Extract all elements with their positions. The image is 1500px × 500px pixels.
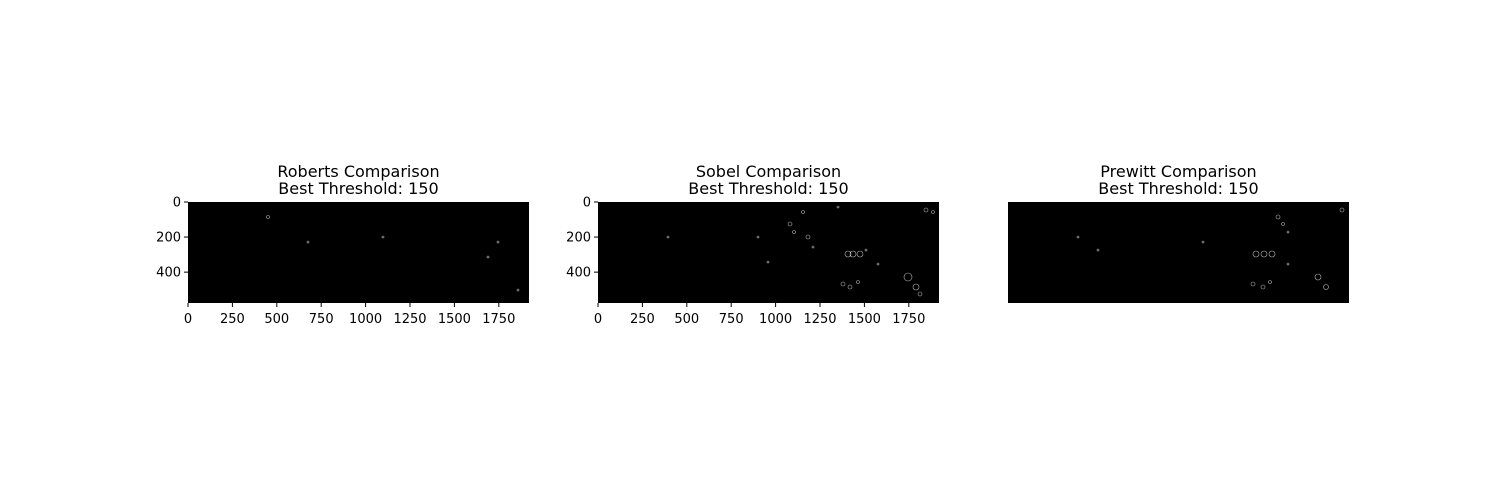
y-tick-label: 400 xyxy=(156,266,181,281)
x-tick-label: 750 xyxy=(719,312,744,327)
prewitt-title-line2: Best Threshold: 150 xyxy=(1098,179,1258,198)
y-tick-label: 400 xyxy=(566,266,591,281)
edge-pixel xyxy=(792,230,796,234)
x-tick-label: 250 xyxy=(630,312,655,327)
sobel-edge-image xyxy=(598,202,939,303)
edge-pixel xyxy=(666,235,670,239)
x-tick-label: 1000 xyxy=(349,312,382,327)
panel-prewitt: Prewitt Comparison Best Threshold: 150 xyxy=(1008,162,1349,303)
edge-pixel xyxy=(1339,207,1345,213)
prewitt-edge-pixels xyxy=(1076,207,1345,290)
x-tick-label: 1000 xyxy=(759,312,792,327)
x-tick-label: 750 xyxy=(309,312,334,327)
roberts-edge-image xyxy=(188,202,529,303)
edge-pixel xyxy=(864,248,868,252)
edge-pixel xyxy=(1286,230,1290,234)
y-tick-label: 0 xyxy=(583,196,591,211)
edge-pixel xyxy=(1286,262,1290,266)
x-tick-label: 1750 xyxy=(482,312,515,327)
roberts-edge-pixels xyxy=(266,215,520,292)
sobel-ticks: 0 250 500 750 1000 1250 1500 1750 0 200 400 xyxy=(566,196,925,328)
edge-pixel xyxy=(847,284,853,290)
edge-pixel xyxy=(912,283,920,291)
edge-pixel xyxy=(1275,214,1281,220)
edge-pixel xyxy=(805,234,811,240)
roberts-title-line1: Roberts Comparison xyxy=(277,162,439,181)
panel-sobel: Sobel Comparison Best Threshold: 150 0 25… xyxy=(566,162,939,327)
edge-pixel xyxy=(1314,273,1322,281)
edge-pixel xyxy=(1268,280,1272,284)
x-tick-label: 500 xyxy=(264,312,289,327)
edge-pixel xyxy=(836,205,840,209)
edge-pixel xyxy=(844,250,852,258)
edge-pixel xyxy=(766,260,770,264)
y-tick-label: 200 xyxy=(566,231,591,246)
edge-pixel xyxy=(849,250,857,258)
edge-pixel xyxy=(1281,222,1285,226)
prewitt-title-line1: Prewitt Comparison xyxy=(1100,162,1256,181)
edge-pixel xyxy=(1323,284,1329,290)
panel-roberts: Roberts Comparison Best Threshold: 150 0… xyxy=(156,162,529,327)
y-tick-label: 0 xyxy=(173,196,181,211)
x-tick-label: 1500 xyxy=(438,312,471,327)
edge-pixel xyxy=(840,281,846,287)
x-tick-label: 1750 xyxy=(892,312,925,327)
edge-pixel xyxy=(1260,284,1266,290)
edge-pixel xyxy=(811,245,815,249)
edge-pixel xyxy=(1268,250,1276,258)
edge-pixel xyxy=(923,207,929,213)
x-tick-label: 0 xyxy=(184,312,192,327)
edge-pixel xyxy=(876,262,880,266)
edge-pixel xyxy=(1076,235,1080,239)
roberts-title-line2: Best Threshold: 150 xyxy=(278,179,438,198)
edge-pixel xyxy=(1096,248,1100,252)
edge-pixel xyxy=(1260,250,1268,258)
y-tick-label: 200 xyxy=(156,231,181,246)
edge-pixel xyxy=(381,235,385,239)
edge-pixel xyxy=(266,215,270,219)
x-tick-label: 500 xyxy=(674,312,699,327)
edge-pixel xyxy=(917,291,923,297)
x-tick-label: 1250 xyxy=(803,312,836,327)
sobel-title-line1: Sobel Comparison xyxy=(696,162,841,181)
roberts-ticks: 0 250 500 750 1000 1250 1500 1750 0 200 400 xyxy=(156,196,515,328)
edge-pixel xyxy=(756,235,760,239)
edge-pixel xyxy=(856,250,864,258)
edge-pixel xyxy=(801,210,805,214)
edge-pixel xyxy=(1201,240,1205,244)
edge-pixel xyxy=(787,221,793,227)
prewitt-edge-image xyxy=(1008,202,1349,303)
x-tick-label: 1250 xyxy=(393,312,426,327)
edge-pixel xyxy=(931,210,935,214)
edge-pixel xyxy=(903,272,913,282)
sobel-edge-pixels xyxy=(666,205,935,297)
x-tick-label: 250 xyxy=(220,312,245,327)
edge-pixel xyxy=(1250,281,1256,287)
edge-pixel xyxy=(306,240,310,244)
edge-pixel xyxy=(486,255,490,259)
edge-pixel xyxy=(856,280,860,284)
x-tick-label: 1500 xyxy=(848,312,881,327)
x-tick-label: 0 xyxy=(594,312,602,327)
edge-pixel xyxy=(516,288,520,292)
sobel-title-line2: Best Threshold: 150 xyxy=(688,179,848,198)
edge-pixel xyxy=(496,240,500,244)
edge-pixel xyxy=(1252,250,1260,258)
